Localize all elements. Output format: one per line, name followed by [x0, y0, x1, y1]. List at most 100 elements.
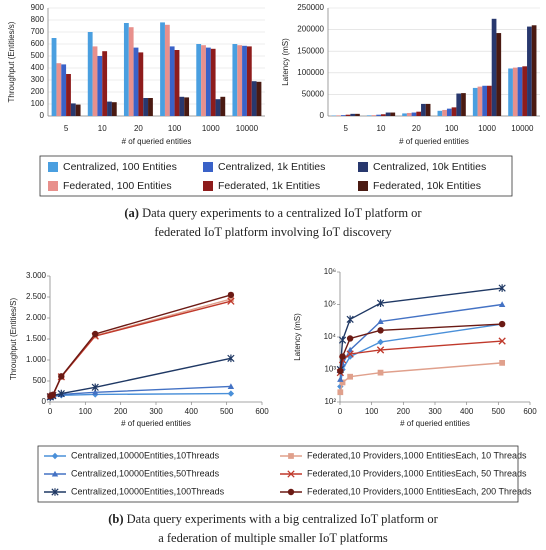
marker	[92, 330, 99, 338]
x-tick-label: 10000	[236, 124, 259, 133]
bar	[75, 104, 81, 116]
bar	[61, 64, 67, 116]
bar	[251, 81, 257, 116]
y-tick-label: 10⁶	[324, 267, 336, 276]
marker	[346, 346, 354, 353]
marker	[498, 284, 506, 292]
marker	[227, 390, 235, 397]
x-tick-label: 1000	[478, 124, 496, 133]
bar	[232, 44, 238, 116]
marker	[346, 315, 354, 324]
line	[50, 385, 231, 399]
bar	[385, 112, 391, 116]
bar	[527, 26, 532, 116]
marker	[51, 452, 59, 460]
marker	[346, 335, 354, 342]
y-axis-label: Throughput (Entities/s)	[7, 21, 16, 102]
legend-swatch	[48, 162, 58, 172]
marker	[288, 453, 294, 459]
bar	[201, 45, 206, 117]
marker	[498, 337, 506, 345]
x-tick-label: 200	[397, 407, 411, 416]
marker	[58, 373, 65, 380]
bar	[437, 110, 443, 116]
marker	[376, 346, 385, 354]
marker	[227, 383, 235, 390]
marker	[377, 369, 384, 376]
x-tick-label: 100	[365, 407, 379, 416]
x-tick-label: 500	[220, 407, 234, 416]
bar	[517, 67, 523, 116]
x-tick-label: 10	[377, 124, 386, 133]
legend-swatch	[358, 181, 368, 191]
x-tick-label: 300	[149, 407, 163, 416]
caption-label: (a)	[124, 206, 139, 220]
x-tick-label: 10000	[511, 124, 534, 133]
bar	[237, 45, 243, 117]
y-tick-label: 50000	[302, 90, 325, 99]
bar	[210, 48, 216, 116]
bar	[371, 115, 377, 116]
bar	[143, 98, 149, 116]
bar	[205, 47, 211, 116]
bar	[128, 27, 134, 117]
marker	[51, 470, 59, 477]
marker	[227, 297, 235, 305]
line	[339, 303, 503, 380]
bar	[179, 96, 185, 116]
x-axis-label: # of queried entities	[122, 137, 192, 146]
bar	[381, 114, 386, 116]
legend-box	[37, 445, 519, 503]
caption: federated IoT platform involving IoT dis…	[154, 225, 392, 239]
bar	[56, 63, 62, 116]
bar	[174, 50, 180, 116]
y-axis-label: Throughput (Entities/S)	[9, 298, 18, 381]
x-tick-label: 0	[48, 407, 53, 416]
x-axis-label: # of queried entities	[399, 137, 469, 146]
legend-label: Centralized,10000Entities,10Threads	[71, 450, 220, 460]
y-tick-label: 2.000	[26, 313, 47, 322]
y-tick-label: 200000	[297, 25, 324, 34]
y-tick-label: 250000	[297, 3, 324, 12]
bar	[138, 52, 144, 116]
caption: (b) Data query experiments with a big ce…	[108, 512, 438, 526]
bar	[256, 81, 262, 116]
bar	[416, 111, 422, 116]
legend-label: Federated, 10k Entities	[373, 180, 481, 192]
bar	[184, 97, 190, 116]
y-tick-label: 0	[320, 111, 325, 120]
marker	[339, 353, 346, 360]
y-tick-label: 500	[33, 376, 47, 385]
y-tick-label: 1.000	[26, 355, 47, 364]
line	[339, 323, 503, 387]
x-tick-label: 5	[343, 124, 348, 133]
bar	[215, 99, 221, 116]
legend-swatch	[358, 162, 368, 172]
y-tick-label: 300	[31, 75, 45, 84]
bar	[355, 113, 360, 116]
bar	[92, 46, 98, 116]
bar	[477, 86, 483, 116]
y-tick-label: 600	[31, 39, 45, 48]
marker	[227, 291, 235, 299]
bar	[446, 108, 452, 116]
marker	[498, 320, 506, 328]
bar	[472, 87, 478, 116]
y-tick-label: 10⁴	[324, 332, 337, 341]
bar	[246, 46, 252, 116]
marker	[377, 318, 384, 325]
bar	[451, 107, 457, 116]
legend-label: Centralized, 10k Entities	[373, 161, 486, 173]
bar	[340, 115, 346, 116]
y-tick-label: 100	[31, 99, 45, 108]
legend-label: Centralized,10000Entities,100Threads	[71, 486, 225, 496]
bar	[487, 85, 492, 116]
y-tick-label: 400	[31, 63, 45, 72]
y-tick-label: 700	[31, 27, 45, 36]
caption: (a) Data query experiments to a centrali…	[124, 206, 422, 220]
bar	[242, 45, 247, 116]
marker	[57, 389, 65, 398]
marker	[339, 379, 346, 386]
y-tick-label: 0	[40, 111, 45, 120]
marker	[51, 488, 59, 496]
